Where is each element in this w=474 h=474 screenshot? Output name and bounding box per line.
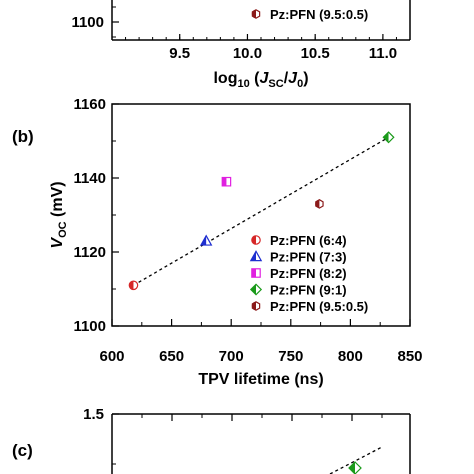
- panel-b-y-ticks: 1100 1120 1140 1160: [73, 96, 119, 335]
- panel-c-plot-frame: [111, 413, 411, 474]
- panel-b: (b) 600 650 700 750 800 850 1100112011401160 …: [12, 96, 423, 388]
- panel-b-x-tick-label: 600: [99, 348, 124, 365]
- panel-a-legend-label: Pz:PFN (9.5:0.5): [270, 7, 368, 22]
- panel-a-x-tick-label: 10.5: [301, 45, 330, 62]
- panel-b-data-point: [199, 234, 213, 246]
- panel-a-legend-marker: [251, 9, 261, 19]
- panel-b-legend: Pz:PFN (6:4) Pz:PFN (7:3)Pz:PFN (8:2) Pz:P…: [249, 233, 368, 314]
- panel-b-label: (b): [12, 127, 34, 146]
- panel-b-x-tick-label: 700: [219, 348, 244, 365]
- panel-b-x-tick-label: 800: [338, 348, 363, 365]
- panel-c: (c) 1.5: [12, 406, 411, 474]
- panel-b-legend-label: Pz:PFN (6:4): [270, 233, 347, 248]
- panel-b-plot-frame: [111, 103, 411, 327]
- panel-b-y-tick-label: 1160: [73, 96, 106, 113]
- panel-b-data-points: [128, 131, 395, 291]
- panel-b-legend-marker: [251, 301, 261, 311]
- panel-b-data-point: [128, 280, 139, 291]
- panel-b-fit-line: [133, 136, 389, 286]
- panel-a-legend: Pz:PFN (9.5:0.5): [251, 7, 368, 22]
- panel-b-legend-marker: [249, 283, 263, 296]
- panel-b-legend-label: Pz:PFN (8:2): [270, 266, 347, 281]
- panel-b-x-axis-label: TPV lifetime (ns): [198, 371, 323, 388]
- panel-a: 9.5 10.0 10.5 11.0 1100 log10 (JSC/J0) Pz:P…: [71, 0, 411, 90]
- panel-a-x-ticks: 9.5 10.0 10.5 11.0: [111, 34, 411, 62]
- panel-b-legend-marker: [249, 250, 263, 262]
- panel-a-y-ticks: 1100: [71, 6, 119, 38]
- panel-b-data-point: [315, 199, 324, 209]
- panel-a-x-tick-label: 10.0: [233, 45, 262, 62]
- panel-a-x-tick-label: 9.5: [169, 45, 190, 62]
- panel-b-y-tick-label: 1140: [73, 170, 106, 187]
- panel-c-label: (c): [12, 441, 33, 460]
- panel-b-x-tick-label: 850: [397, 348, 422, 365]
- panel-b-legend-label: Pz:PFN (9.5:0.5): [270, 299, 368, 314]
- panel-b-x-tick-label: 650: [159, 348, 184, 365]
- panel-b-data-point: [382, 131, 395, 144]
- panel-a-y-tick-label: 1100: [71, 14, 104, 31]
- panel-b-data-point: [221, 176, 232, 187]
- panel-b-x-tick-label: 750: [278, 348, 303, 365]
- panel-b-legend-label: Pz:PFN (7:3): [270, 250, 347, 265]
- panel-a-x-tick-label: 11.0: [369, 45, 397, 62]
- panel-b-y-tick-label: 1120: [73, 244, 106, 261]
- panel-c-partial-point: [348, 461, 362, 474]
- panel-b-legend-marker: [251, 235, 261, 245]
- panel-a-x-axis-label: log10 (JSC/J0): [213, 70, 308, 90]
- panel-b-legend-marker: [251, 268, 261, 278]
- panel-b-y-axis-label: VOC (mV): [49, 181, 69, 248]
- panel-b-y-tick-label: 1100: [73, 318, 106, 335]
- panel-b-legend-label: Pz:PFN (9:1): [270, 283, 347, 298]
- panel-b-x-ticks: 600 650 700 750 800 850: [99, 319, 423, 365]
- panel-c-ticks: 1.5: [83, 406, 383, 465]
- panel-c-y-tick-label: 1.5: [83, 406, 104, 423]
- panel-c-fit-line: [329, 446, 383, 474]
